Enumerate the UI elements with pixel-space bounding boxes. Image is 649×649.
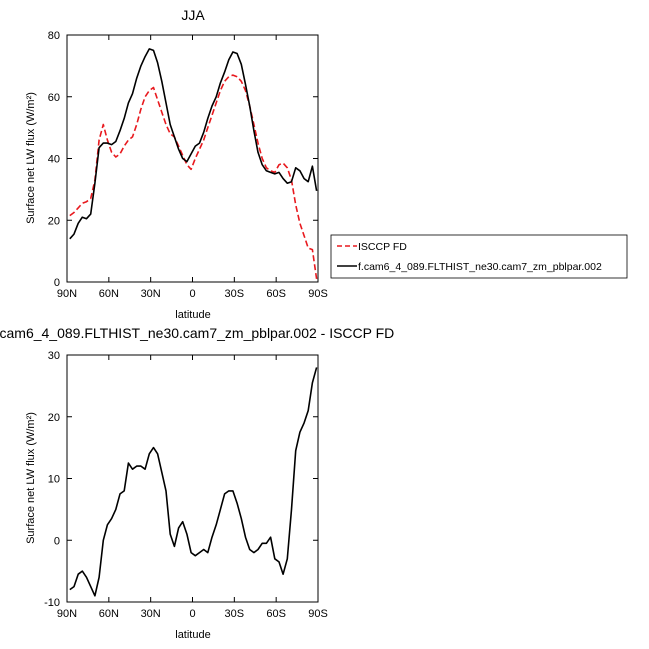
legend: ISCCP FD f.cam6_4_089.FLTHIST_ne30.cam7_… xyxy=(330,234,628,279)
top-plot-frame xyxy=(66,34,319,283)
bottom-y-tick-label: 20 xyxy=(48,412,60,424)
top-y-tick-label: 60 xyxy=(48,92,60,104)
top-series-line-isccp-fd xyxy=(69,74,318,280)
bottom-y-axis-label: Surface net LW flux (W/m²) xyxy=(25,412,37,544)
top-x-tick-label: 90S xyxy=(308,288,328,300)
top-y-axis-label: Surface net LW flux (W/m²) xyxy=(25,92,37,224)
top-y-tick-label: 80 xyxy=(48,30,60,42)
bottom-y-tick-label: 0 xyxy=(54,535,60,547)
bottom-x-tick-label: 90S xyxy=(308,608,328,620)
bottom-x-tick-label: 60S xyxy=(266,608,286,620)
bottom-x-tick-label: 90N xyxy=(57,608,77,620)
top-x-tick-label: 90N xyxy=(57,288,77,300)
top-chart-panel: JJA 90N 60N 30N 0 30S 60S 90S 0 20 40 60 80 latitud… xyxy=(25,7,628,321)
bottom-y-tick-label: 30 xyxy=(48,350,60,362)
top-x-tick-label: 60N xyxy=(99,288,119,300)
bottom-chart-panel: f.cam6_4_089.FLTHIST_ne30.cam7_zm_pblpar… xyxy=(0,325,394,641)
legend-box xyxy=(330,234,628,279)
top-y-tick-label: 20 xyxy=(48,215,60,227)
bottom-y-tick-label: -10 xyxy=(44,597,60,609)
legend-label-model: f.cam6_4_089.FLTHIST_ne30.cam7_zm_pblpar… xyxy=(358,261,602,273)
top-y-tick-label: 40 xyxy=(48,154,60,166)
bottom-x-tick-label: 0 xyxy=(189,608,195,620)
top-x-tick-label: 30N xyxy=(141,288,161,300)
bottom-x-tick-label: 60N xyxy=(99,608,119,620)
top-x-tick-label: 30S xyxy=(225,288,245,300)
top-y-tick-label: 0 xyxy=(54,277,60,289)
legend-label-isccp-fd: ISCCP FD xyxy=(358,241,407,253)
bottom-x-tick-label: 30N xyxy=(141,608,161,620)
top-chart-title: JJA xyxy=(181,7,205,23)
top-x-axis-label: latitude xyxy=(175,309,210,321)
top-x-tick-label: 0 xyxy=(189,288,195,300)
bottom-chart-title: f.cam6_4_089.FLTHIST_ne30.cam7_zm_pblpar… xyxy=(0,325,394,341)
top-x-tick-label: 60S xyxy=(266,288,286,300)
bottom-series-line-model xyxy=(69,367,318,597)
bottom-x-axis-label: latitude xyxy=(175,629,210,641)
bottom-y-tick-label: 10 xyxy=(48,474,60,486)
top-series-line-model xyxy=(69,48,318,240)
bottom-x-tick-label: 30S xyxy=(225,608,245,620)
